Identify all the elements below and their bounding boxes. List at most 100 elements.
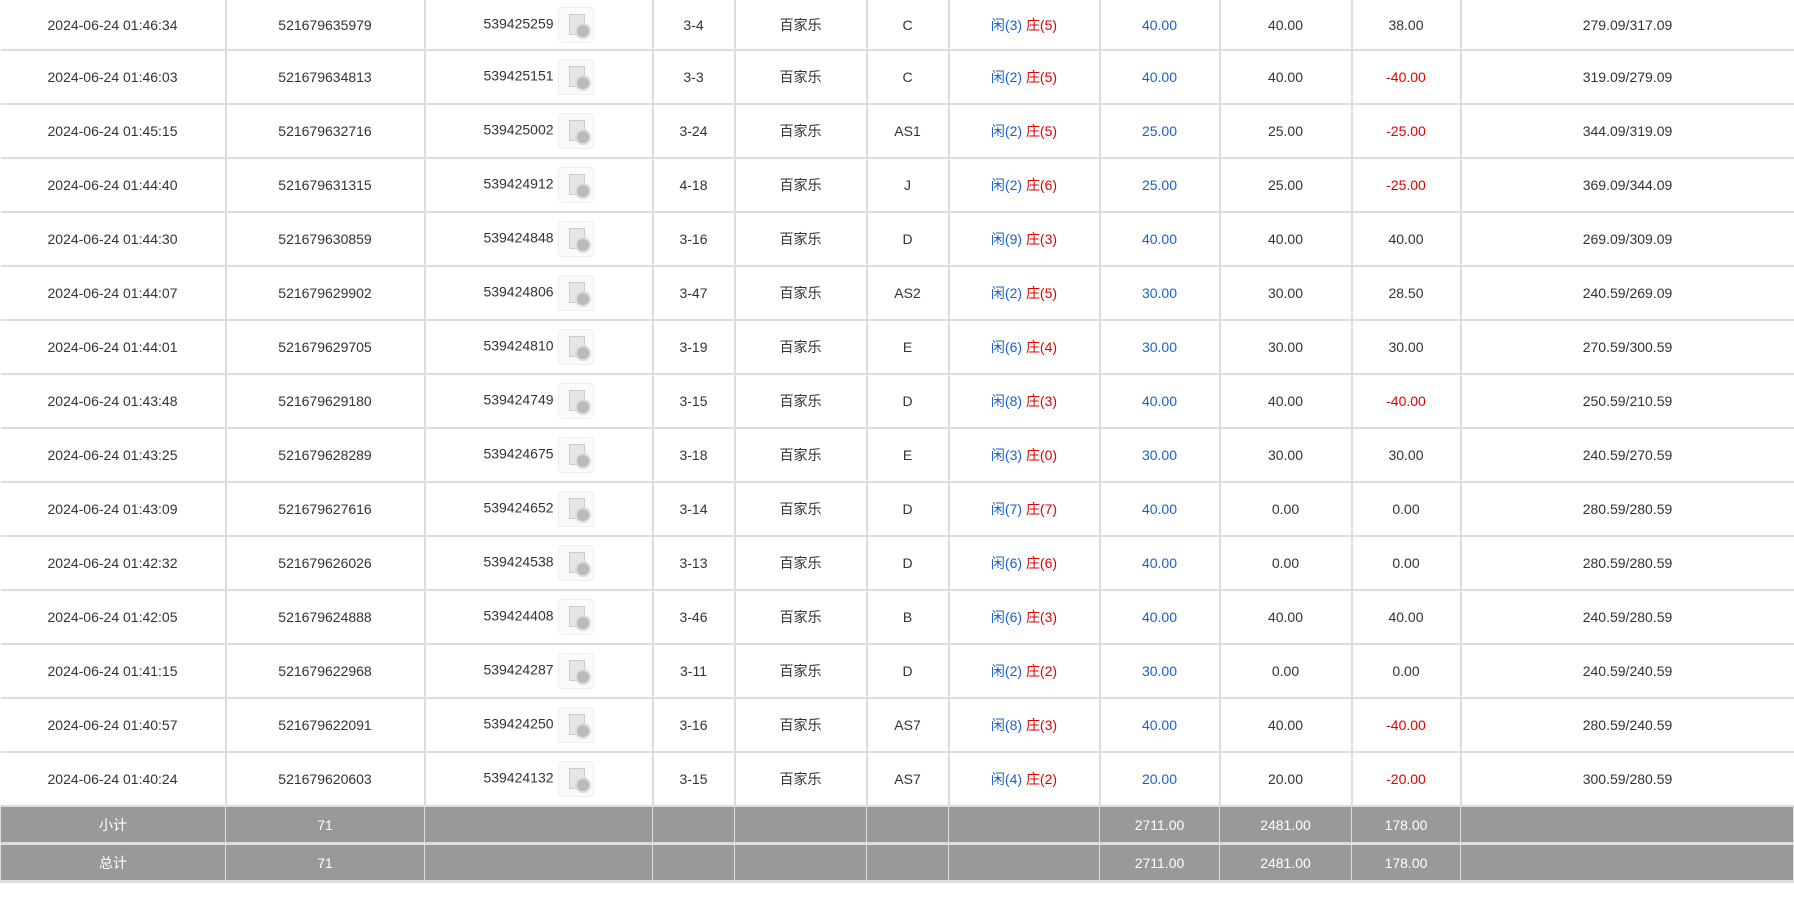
video-file-icon[interactable] xyxy=(557,6,594,43)
round-id: 539424132 xyxy=(483,769,554,786)
table-no: 3-15 xyxy=(651,373,736,429)
video-file-icon[interactable] xyxy=(557,275,594,311)
result: 闲(3) 庄(5) xyxy=(947,0,1101,51)
video-file-icon[interactable] xyxy=(557,113,594,149)
round-id: 539424287 xyxy=(483,661,554,678)
banker-result: 庄(5) xyxy=(1025,16,1058,33)
player-result: 闲(8) xyxy=(990,393,1023,409)
win-loss: -40.00 xyxy=(1350,373,1462,429)
bet-amount: 30.00 xyxy=(1098,265,1221,321)
round-cell: 539424675 xyxy=(423,427,654,483)
game-type: 百家乐 xyxy=(733,0,868,51)
banker-result: 庄(3) xyxy=(1025,393,1058,409)
balance: 240.59/240.59 xyxy=(1459,643,1794,699)
game-type: 百家乐 xyxy=(733,751,868,807)
round-id: 539424652 xyxy=(483,499,554,516)
table-row: 2024-06-24 01:44:40 521679631315 539424912… xyxy=(0,157,1794,213)
banker-result: 庄(5) xyxy=(1025,123,1058,139)
bet-amount: 40.00 xyxy=(1098,211,1221,267)
shoe: D xyxy=(865,481,950,537)
video-file-icon[interactable] xyxy=(557,329,594,365)
game-type: 百家乐 xyxy=(733,643,868,699)
shoe: C xyxy=(865,49,950,105)
table-no: 3-15 xyxy=(651,751,736,807)
banker-result: 庄(4) xyxy=(1025,339,1058,355)
banker-result: 庄(3) xyxy=(1025,609,1058,625)
bet-amount: 30.00 xyxy=(1098,319,1221,375)
banker-result: 庄(2) xyxy=(1025,771,1058,787)
bet-time: 2024-06-24 01:43:09 xyxy=(0,481,227,537)
shoe: E xyxy=(865,427,950,483)
game-type: 百家乐 xyxy=(733,427,868,483)
bet-time: 2024-06-24 01:46:03 xyxy=(0,49,227,105)
valid-bet: 40.00 xyxy=(1218,49,1353,105)
win-loss: 0.00 xyxy=(1350,481,1462,537)
balance: 280.59/280.59 xyxy=(1459,481,1794,537)
table-row: 2024-06-24 01:46:34 521679635979 539425259… xyxy=(0,0,1794,51)
game-type: 百家乐 xyxy=(733,481,868,537)
valid-bet: 0.00 xyxy=(1218,481,1353,537)
video-file-icon[interactable] xyxy=(557,545,594,581)
player-result: 闲(7) xyxy=(990,501,1023,517)
table-no: 3-46 xyxy=(651,589,736,645)
video-file-icon[interactable] xyxy=(557,491,594,527)
video-file-icon[interactable] xyxy=(557,599,594,635)
round-id: 539424912 xyxy=(483,175,554,192)
shoe: AS2 xyxy=(865,265,950,321)
table-no: 4-18 xyxy=(651,157,736,213)
bet-amount: 40.00 xyxy=(1098,589,1221,645)
balance: 300.59/280.59 xyxy=(1459,751,1794,807)
shoe: B xyxy=(865,589,950,645)
table-row: 2024-06-24 01:40:24 521679620603 539424132… xyxy=(0,751,1794,807)
banker-result: 庄(3) xyxy=(1025,231,1058,247)
round-cell: 539424749 xyxy=(423,373,654,429)
video-file-icon[interactable] xyxy=(557,653,594,689)
video-file-icon[interactable] xyxy=(557,761,594,797)
bet-time: 2024-06-24 01:44:30 xyxy=(0,211,227,267)
player-result: 闲(4) xyxy=(990,771,1023,787)
video-file-icon[interactable] xyxy=(557,437,594,473)
table-no: 3-16 xyxy=(651,697,736,753)
table-row: 2024-06-24 01:45:15 521679632716 539425002… xyxy=(0,103,1794,159)
round-cell: 539424806 xyxy=(423,265,654,321)
subtotal-row: 小计 71 2711.00 2481.00 178.00 xyxy=(0,805,1794,845)
bet-time: 2024-06-24 01:45:15 xyxy=(0,103,227,159)
banker-result: 庄(6) xyxy=(1025,555,1058,571)
video-file-icon[interactable] xyxy=(557,383,594,419)
bet-time: 2024-06-24 01:43:25 xyxy=(0,427,227,483)
order-id: 521679628289 xyxy=(224,427,426,483)
video-file-icon[interactable] xyxy=(557,221,594,257)
result: 闲(3) 庄(0) xyxy=(947,427,1101,483)
round-id: 539425259 xyxy=(483,15,554,32)
round-id: 539424749 xyxy=(483,391,554,408)
round-id: 539424250 xyxy=(483,715,554,732)
order-id: 521679630859 xyxy=(224,211,426,267)
bet-amount: 40.00 xyxy=(1098,535,1221,591)
table-row: 2024-06-24 01:43:09 521679627616 539424652… xyxy=(0,481,1794,537)
game-type: 百家乐 xyxy=(733,211,868,267)
subtotal-bet: 2711.00 xyxy=(1099,805,1220,845)
game-type: 百家乐 xyxy=(733,103,868,159)
round-cell: 539424810 xyxy=(423,319,654,375)
table-no: 3-3 xyxy=(651,49,736,105)
round-id: 539425002 xyxy=(483,121,554,138)
result: 闲(2) 庄(6) xyxy=(947,157,1101,213)
bet-amount: 40.00 xyxy=(1098,373,1221,429)
shoe: AS7 xyxy=(865,697,950,753)
result: 闲(2) 庄(2) xyxy=(947,643,1101,699)
valid-bet: 40.00 xyxy=(1218,589,1353,645)
bet-amount: 40.00 xyxy=(1098,481,1221,537)
shoe: J xyxy=(865,157,950,213)
table-no: 3-11 xyxy=(651,643,736,699)
table-row: 2024-06-24 01:43:48 521679629180 539424749… xyxy=(0,373,1794,429)
bet-time: 2024-06-24 01:41:15 xyxy=(0,643,227,699)
video-file-icon[interactable] xyxy=(557,59,594,95)
video-file-icon[interactable] xyxy=(557,707,594,743)
banker-result: 庄(6) xyxy=(1025,177,1058,193)
win-loss: 38.00 xyxy=(1350,0,1462,51)
result: 闲(8) 庄(3) xyxy=(947,373,1101,429)
video-file-icon[interactable] xyxy=(557,167,594,203)
round-cell: 539424652 xyxy=(423,481,654,537)
win-loss: -40.00 xyxy=(1350,49,1462,105)
order-id: 521679632716 xyxy=(224,103,426,159)
